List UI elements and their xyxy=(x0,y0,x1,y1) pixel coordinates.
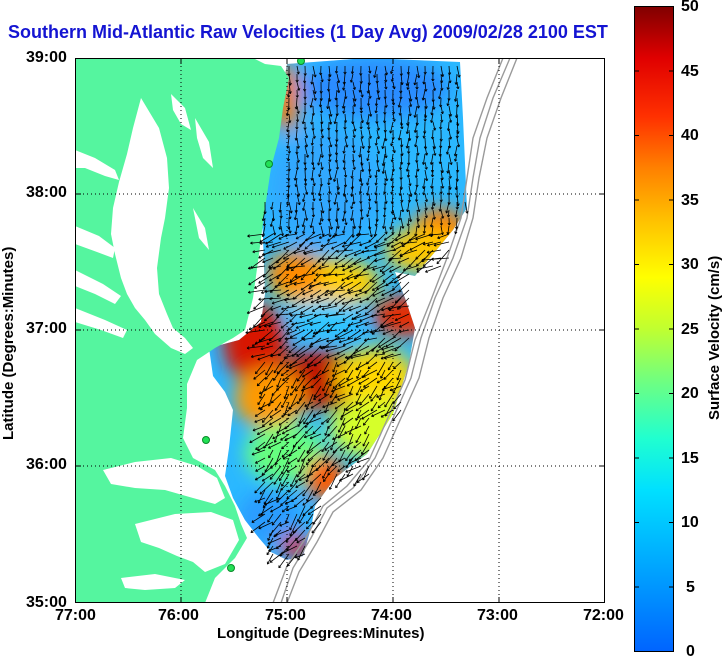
velocity-arrow-head xyxy=(260,494,263,495)
velocity-arrow-head xyxy=(377,397,379,398)
radar-station-marker xyxy=(203,437,210,444)
colorbar-tick-label: 45 xyxy=(681,63,699,81)
velocity-arrow-head xyxy=(365,308,367,309)
colorbar-tick-label: 25 xyxy=(681,321,699,339)
colorbar-tick-label: 35 xyxy=(681,192,699,210)
velocity-arrow-head xyxy=(355,278,357,279)
velocity-arrow-head xyxy=(313,417,315,418)
colorbar-tick-label: 40 xyxy=(681,127,699,145)
velocity-arrow-head xyxy=(282,417,284,418)
velocity-arrow-head xyxy=(330,295,332,296)
velocity-arrow-head xyxy=(246,333,248,334)
colorbar-tick-label: 30 xyxy=(681,256,699,274)
velocity-arrow-head xyxy=(360,245,363,246)
velocity-arrow-head xyxy=(397,309,399,310)
velocity-arrow-head xyxy=(382,390,384,391)
radar-station-marker xyxy=(266,161,273,168)
velocity-arrow-head xyxy=(438,238,441,239)
velocity-arrow-head xyxy=(349,311,351,312)
velocity-arrow-head xyxy=(333,388,336,389)
x-tick-label: 74:00 xyxy=(371,607,412,625)
colorbar xyxy=(634,6,674,652)
x-tick-label: 73:00 xyxy=(477,607,518,625)
velocity-arrow-head xyxy=(363,270,365,271)
velocity-arrow xyxy=(339,474,353,481)
velocity-arrow-head xyxy=(259,327,261,328)
radar-station-marker xyxy=(228,565,235,572)
velocity-arrow-head xyxy=(425,272,427,273)
colorbar-tick-label: 10 xyxy=(681,514,699,532)
y-tick-label: 36:00 xyxy=(26,456,67,474)
colorbar-gradient xyxy=(634,6,674,652)
map-plot[interactable] xyxy=(75,58,605,603)
colorbar-tick-label: 15 xyxy=(681,450,699,468)
velocity-arrow-head xyxy=(305,249,308,250)
velocity-arrow-head xyxy=(395,351,398,352)
velocity-arrow-head xyxy=(278,355,280,356)
x-axis-label: Longitude (Degrees:Minutes) xyxy=(217,625,425,642)
y-tick-label: 38:00 xyxy=(26,184,67,202)
x-tick-label: 75:00 xyxy=(265,607,306,625)
velocity-arrow-head xyxy=(258,360,260,361)
velocity-arrow-head xyxy=(296,328,299,329)
colorbar-tick-label: 0 xyxy=(686,643,695,661)
velocity-arrow-head xyxy=(275,287,278,288)
y-tick-label: 37:00 xyxy=(26,320,67,338)
velocity-arrow-head xyxy=(311,344,313,345)
y-tick-label: 39:00 xyxy=(26,49,67,67)
x-tick-label: 77:00 xyxy=(55,607,96,625)
velocity-arrow xyxy=(433,130,434,139)
velocity-arrow-head xyxy=(261,293,263,294)
velocity-arrow-head xyxy=(291,270,294,271)
velocity-arrow-head xyxy=(305,361,308,362)
velocity-arrow-head xyxy=(282,448,284,449)
velocity-arrow-head xyxy=(266,247,269,248)
velocity-arrow-head xyxy=(281,505,283,506)
x-tick-label: 72:00 xyxy=(583,607,624,625)
map-title: Southern Mid-Atlantic Raw Velocities (1 … xyxy=(8,22,608,43)
colorbar-tick-label: 20 xyxy=(681,385,699,403)
velocity-arrow-head xyxy=(287,270,290,271)
velocity-arrow-head xyxy=(394,368,397,369)
x-tick-label: 76:00 xyxy=(158,607,199,625)
velocity-arrow-head xyxy=(335,398,338,399)
velocity-arrow-head xyxy=(280,526,282,527)
map-canvas xyxy=(75,58,605,603)
colorbar-tick-label: 50 xyxy=(681,0,699,16)
velocity-arrow-head xyxy=(356,327,359,328)
velocity-arrow-head xyxy=(252,455,255,456)
velocity-arrow xyxy=(270,554,281,562)
velocity-arrow-head xyxy=(387,246,389,247)
colorbar-label: Surface Velocity (cm/s) xyxy=(706,256,723,420)
velocity-arrow-head xyxy=(338,400,341,401)
velocity-arrow-head xyxy=(365,293,367,294)
velocity-arrow-head xyxy=(269,340,271,341)
velocity-arrow-head xyxy=(347,279,350,280)
y-axis-label: Latitude (Degrees:Minutes) xyxy=(0,247,17,440)
colorbar-tick-label: 5 xyxy=(686,579,695,597)
velocity-arrow-head xyxy=(323,407,326,408)
